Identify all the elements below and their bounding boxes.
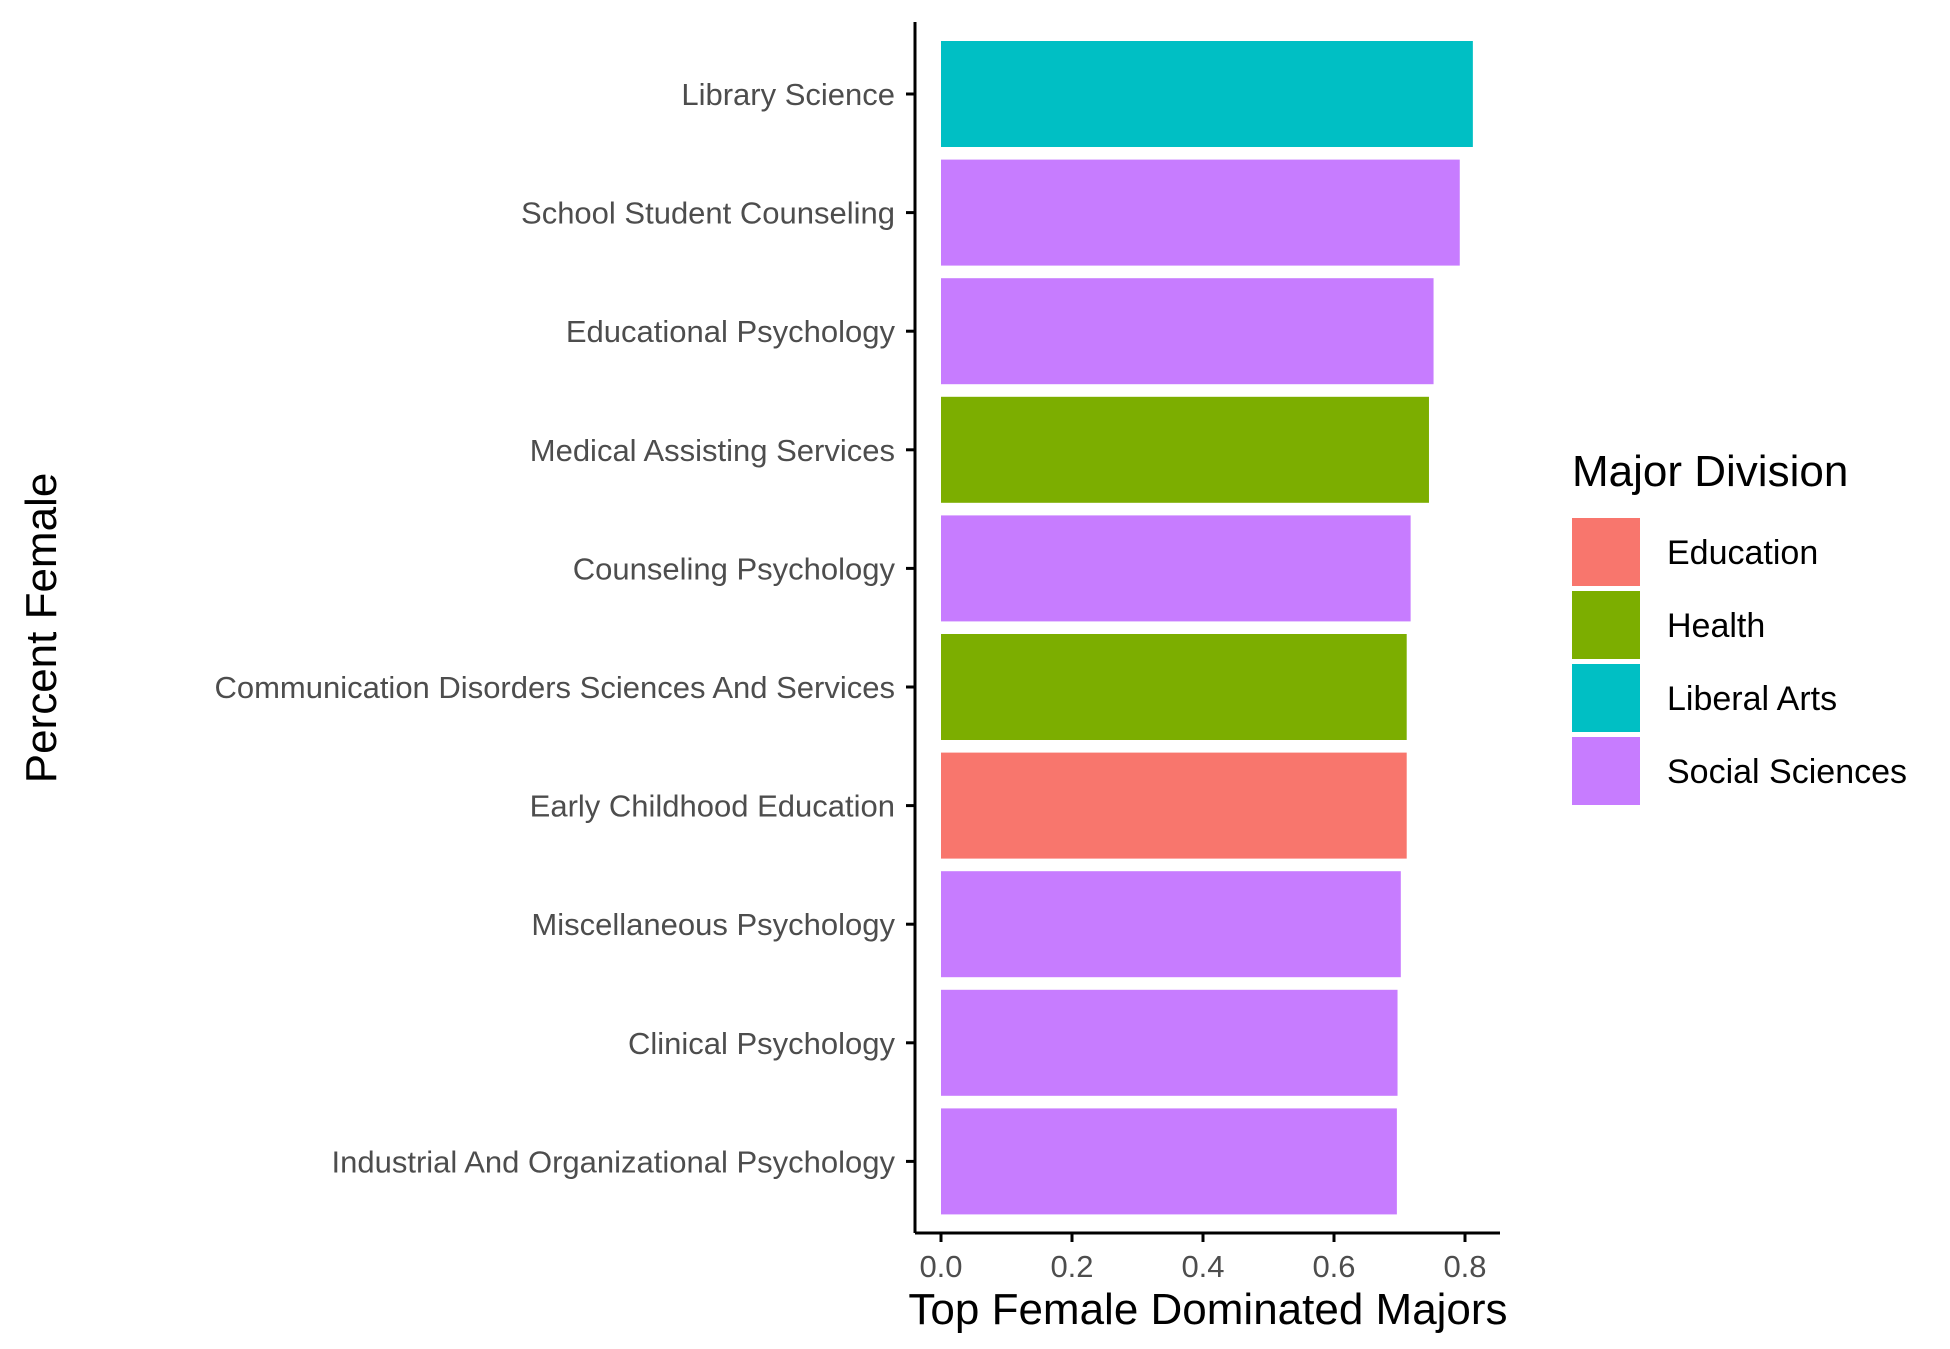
y-tick-label: Medical Assisting Services: [530, 433, 895, 468]
y-tick-label: Educational Psychology: [566, 314, 896, 349]
legend-label-social-sciences: Social Sciences: [1667, 753, 1907, 791]
legend-label-health: Health: [1667, 607, 1765, 645]
bar-communication-disorders-sciences-and-services: [941, 634, 1407, 740]
bar-educational-psychology: [941, 278, 1434, 385]
legend-key-liberal-arts: [1572, 664, 1640, 732]
y-tick-label: Library Science: [681, 77, 895, 112]
bar-school-student-counseling: [941, 159, 1460, 266]
bar-miscellaneous-psychology: [941, 871, 1401, 978]
x-axis: 0.0 0.2 0.4 0.6 0.8: [915, 1231, 1500, 1284]
bar-early-childhood-education: [941, 752, 1407, 859]
y-tick-label: Communication Disorders Sciences And Ser…: [214, 670, 895, 705]
x-tick-label: 0.6: [1312, 1249, 1355, 1284]
bar-industrial-and-organizational-psychology: [941, 1108, 1397, 1215]
x-tick-label: 0.4: [1181, 1249, 1224, 1284]
bars-layer: [941, 41, 1473, 1215]
bar-clinical-psychology: [941, 989, 1398, 1096]
legend: Major Division Education Health Liberal Ar…: [1572, 447, 1907, 805]
y-tick-label: Clinical Psychology: [628, 1026, 896, 1061]
bar-counseling-psychology: [941, 515, 1411, 622]
y-tick-label: Early Childhood Education: [530, 789, 895, 824]
legend-label-education: Education: [1667, 534, 1818, 572]
bar-medical-assisting-services: [941, 396, 1429, 503]
x-tick-label: 0.8: [1443, 1249, 1486, 1284]
y-tick-label: Miscellaneous Psychology: [531, 907, 895, 942]
legend-key-social-sciences: [1572, 737, 1640, 805]
legend-key-health: [1572, 591, 1640, 659]
legend-title: Major Division: [1572, 447, 1848, 496]
legend-key-education: [1572, 518, 1640, 586]
legend-label-liberal-arts: Liberal Arts: [1667, 680, 1837, 718]
y-tick-label: School Student Counseling: [521, 196, 895, 231]
y-tick-label: Industrial And Organizational Psychology: [332, 1144, 896, 1179]
y-tick-label: Counseling Psychology: [573, 551, 896, 586]
y-axis: Library Science School Student Counseling…: [214, 22, 917, 1233]
x-tick-label: 0.0: [919, 1249, 962, 1284]
bar-library-science: [941, 41, 1473, 147]
x-axis-title: Top Female Dominated Majors: [908, 1285, 1507, 1334]
y-axis-title: Percent Female: [17, 473, 66, 784]
x-tick-label: 0.2: [1050, 1249, 1093, 1284]
